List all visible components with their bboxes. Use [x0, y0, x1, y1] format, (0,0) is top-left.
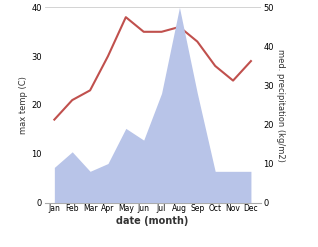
Y-axis label: max temp (C): max temp (C) — [19, 76, 28, 134]
X-axis label: date (month): date (month) — [116, 216, 189, 226]
Y-axis label: med. precipitation (kg/m2): med. precipitation (kg/m2) — [276, 49, 285, 161]
